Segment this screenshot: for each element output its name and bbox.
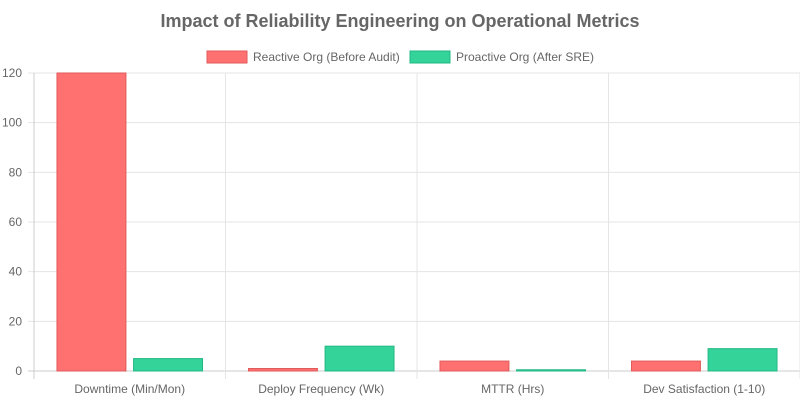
bars (56, 72, 778, 372)
grid (28, 72, 800, 379)
x-tick-label: Deploy Frequency (Wk) (258, 382, 384, 396)
bar-reactive (56, 72, 127, 372)
bar-proactive (133, 358, 204, 372)
y-tick-label: 40 (9, 265, 23, 279)
x-axis: Downtime (Min/Mon) Deploy Frequency (Wk) M… (74, 382, 765, 396)
y-tick-label: 0 (15, 364, 22, 378)
bar-reactive (247, 368, 318, 372)
legend-swatch-reactive[interactable] (206, 50, 248, 64)
y-axis: 0 20 40 60 80 100 120 (2, 66, 22, 378)
y-tick-label: 60 (9, 215, 23, 229)
bar-reactive (439, 360, 510, 372)
bar-proactive (324, 345, 395, 372)
x-tick-label: Dev Satisfaction (1-10) (643, 382, 765, 396)
bar-reactive (630, 360, 701, 372)
legend-swatch-proactive[interactable] (409, 50, 451, 64)
legend-label-proactive[interactable]: Proactive Org (After SRE) (456, 50, 594, 64)
legend-label-reactive[interactable]: Reactive Org (Before Audit) (253, 50, 400, 64)
chart-title: Impact of Reliability Engineering on Ope… (160, 11, 639, 31)
x-tick-label: Downtime (Min/Mon) (74, 382, 185, 396)
y-tick-label: 100 (2, 116, 22, 130)
y-tick-label: 120 (2, 66, 22, 80)
y-tick-label: 20 (9, 314, 23, 328)
bar-proactive (516, 369, 587, 372)
legend: Reactive Org (Before Audit) Proactive Or… (206, 50, 594, 64)
y-tick-label: 80 (9, 165, 23, 179)
bar-proactive (707, 348, 778, 372)
x-tick-label: MTTR (Hrs) (481, 382, 544, 396)
